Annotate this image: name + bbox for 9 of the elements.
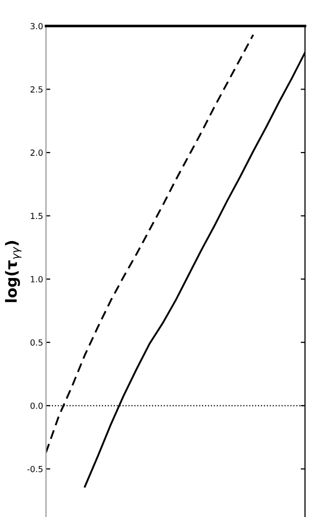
y-axis-title: log(τ$_{γγ}$): [5, 241, 22, 302]
y-tick-label: 3.0: [30, 22, 43, 30]
y-tick-label: 1.5: [30, 212, 42, 220]
y-tick-label: 2.0: [30, 150, 43, 156]
y-tick-label: 1.0: [30, 276, 43, 282]
y-tick-label: -0.5: [27, 466, 42, 472]
y-tick-label: 2.5: [30, 86, 42, 93]
y-tick-label: 0.0: [30, 402, 43, 409]
y-tick-label: 0.5: [30, 339, 42, 346]
